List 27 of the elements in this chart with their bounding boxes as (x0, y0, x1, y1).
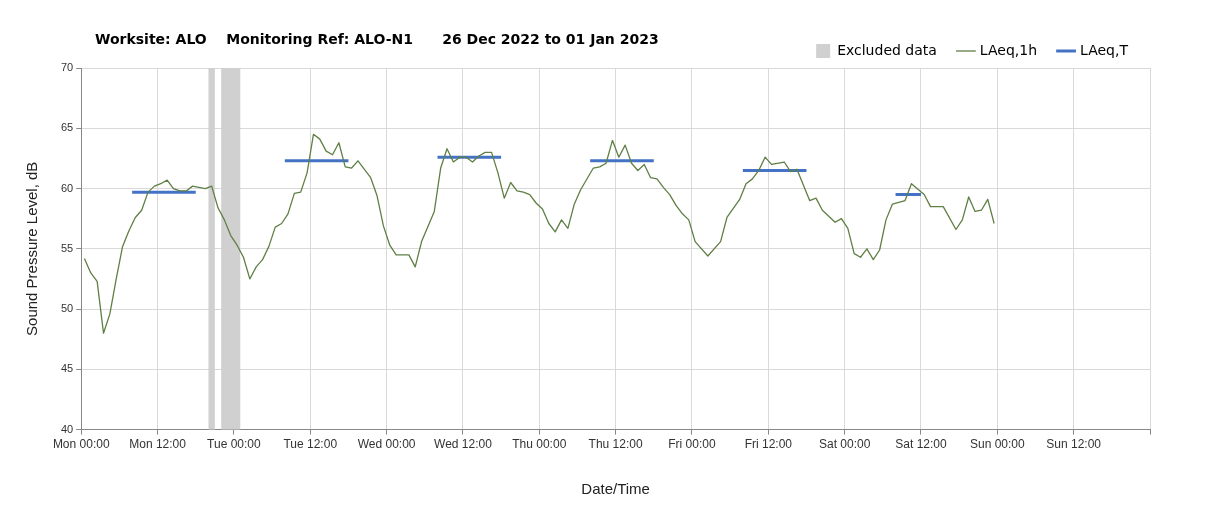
legend-label: Excluded data (837, 41, 937, 58)
x-tick-label: Sun 12:00 (1046, 437, 1102, 452)
y-tick-label: 70 (60, 61, 74, 74)
x-tick-label: Sat 00:00 (818, 437, 871, 452)
x-tick-label: Thu 00:00 (512, 437, 567, 452)
x-tick-label: Wed 00:00 (357, 437, 416, 452)
legend-label: LAeq,T (1080, 41, 1129, 58)
x-axis-title: Date/Time (581, 480, 650, 498)
y-tick-label: 65 (60, 121, 74, 134)
y-tick-label: 55 (60, 241, 74, 254)
y-tick-label: 50 (60, 302, 74, 315)
x-tick-label: Fri 00:00 (668, 437, 716, 452)
x-tick-label: Tue 00:00 (207, 437, 262, 452)
x-tick-label: Fri 12:00 (744, 437, 793, 452)
x-tick-label: Thu 12:00 (588, 437, 643, 452)
y-tick-label: 40 (60, 422, 74, 435)
x-tick-label: Wed 12:00 (434, 437, 493, 452)
chart-title: Worksite: ALO Monitoring Ref: ALO-N1 26 Dec 2022 to 01 Jan 2023 (95, 31, 659, 47)
x-tick-label: Mon 00:00 (52, 437, 110, 452)
legend-label: LAeq,1h (979, 41, 1038, 58)
y-axis-title: Sound Pressure Level, dB (23, 161, 41, 336)
x-tick-label: Sun 00:00 (969, 437, 1025, 452)
x-tick-label: Sat 12:00 (895, 437, 947, 452)
x-tick-label: Tue 12:00 (283, 437, 338, 452)
y-tick-label: 45 (60, 362, 74, 375)
x-tick-label: Mon 12:00 (129, 437, 187, 452)
y-tick-label: 60 (60, 181, 74, 194)
